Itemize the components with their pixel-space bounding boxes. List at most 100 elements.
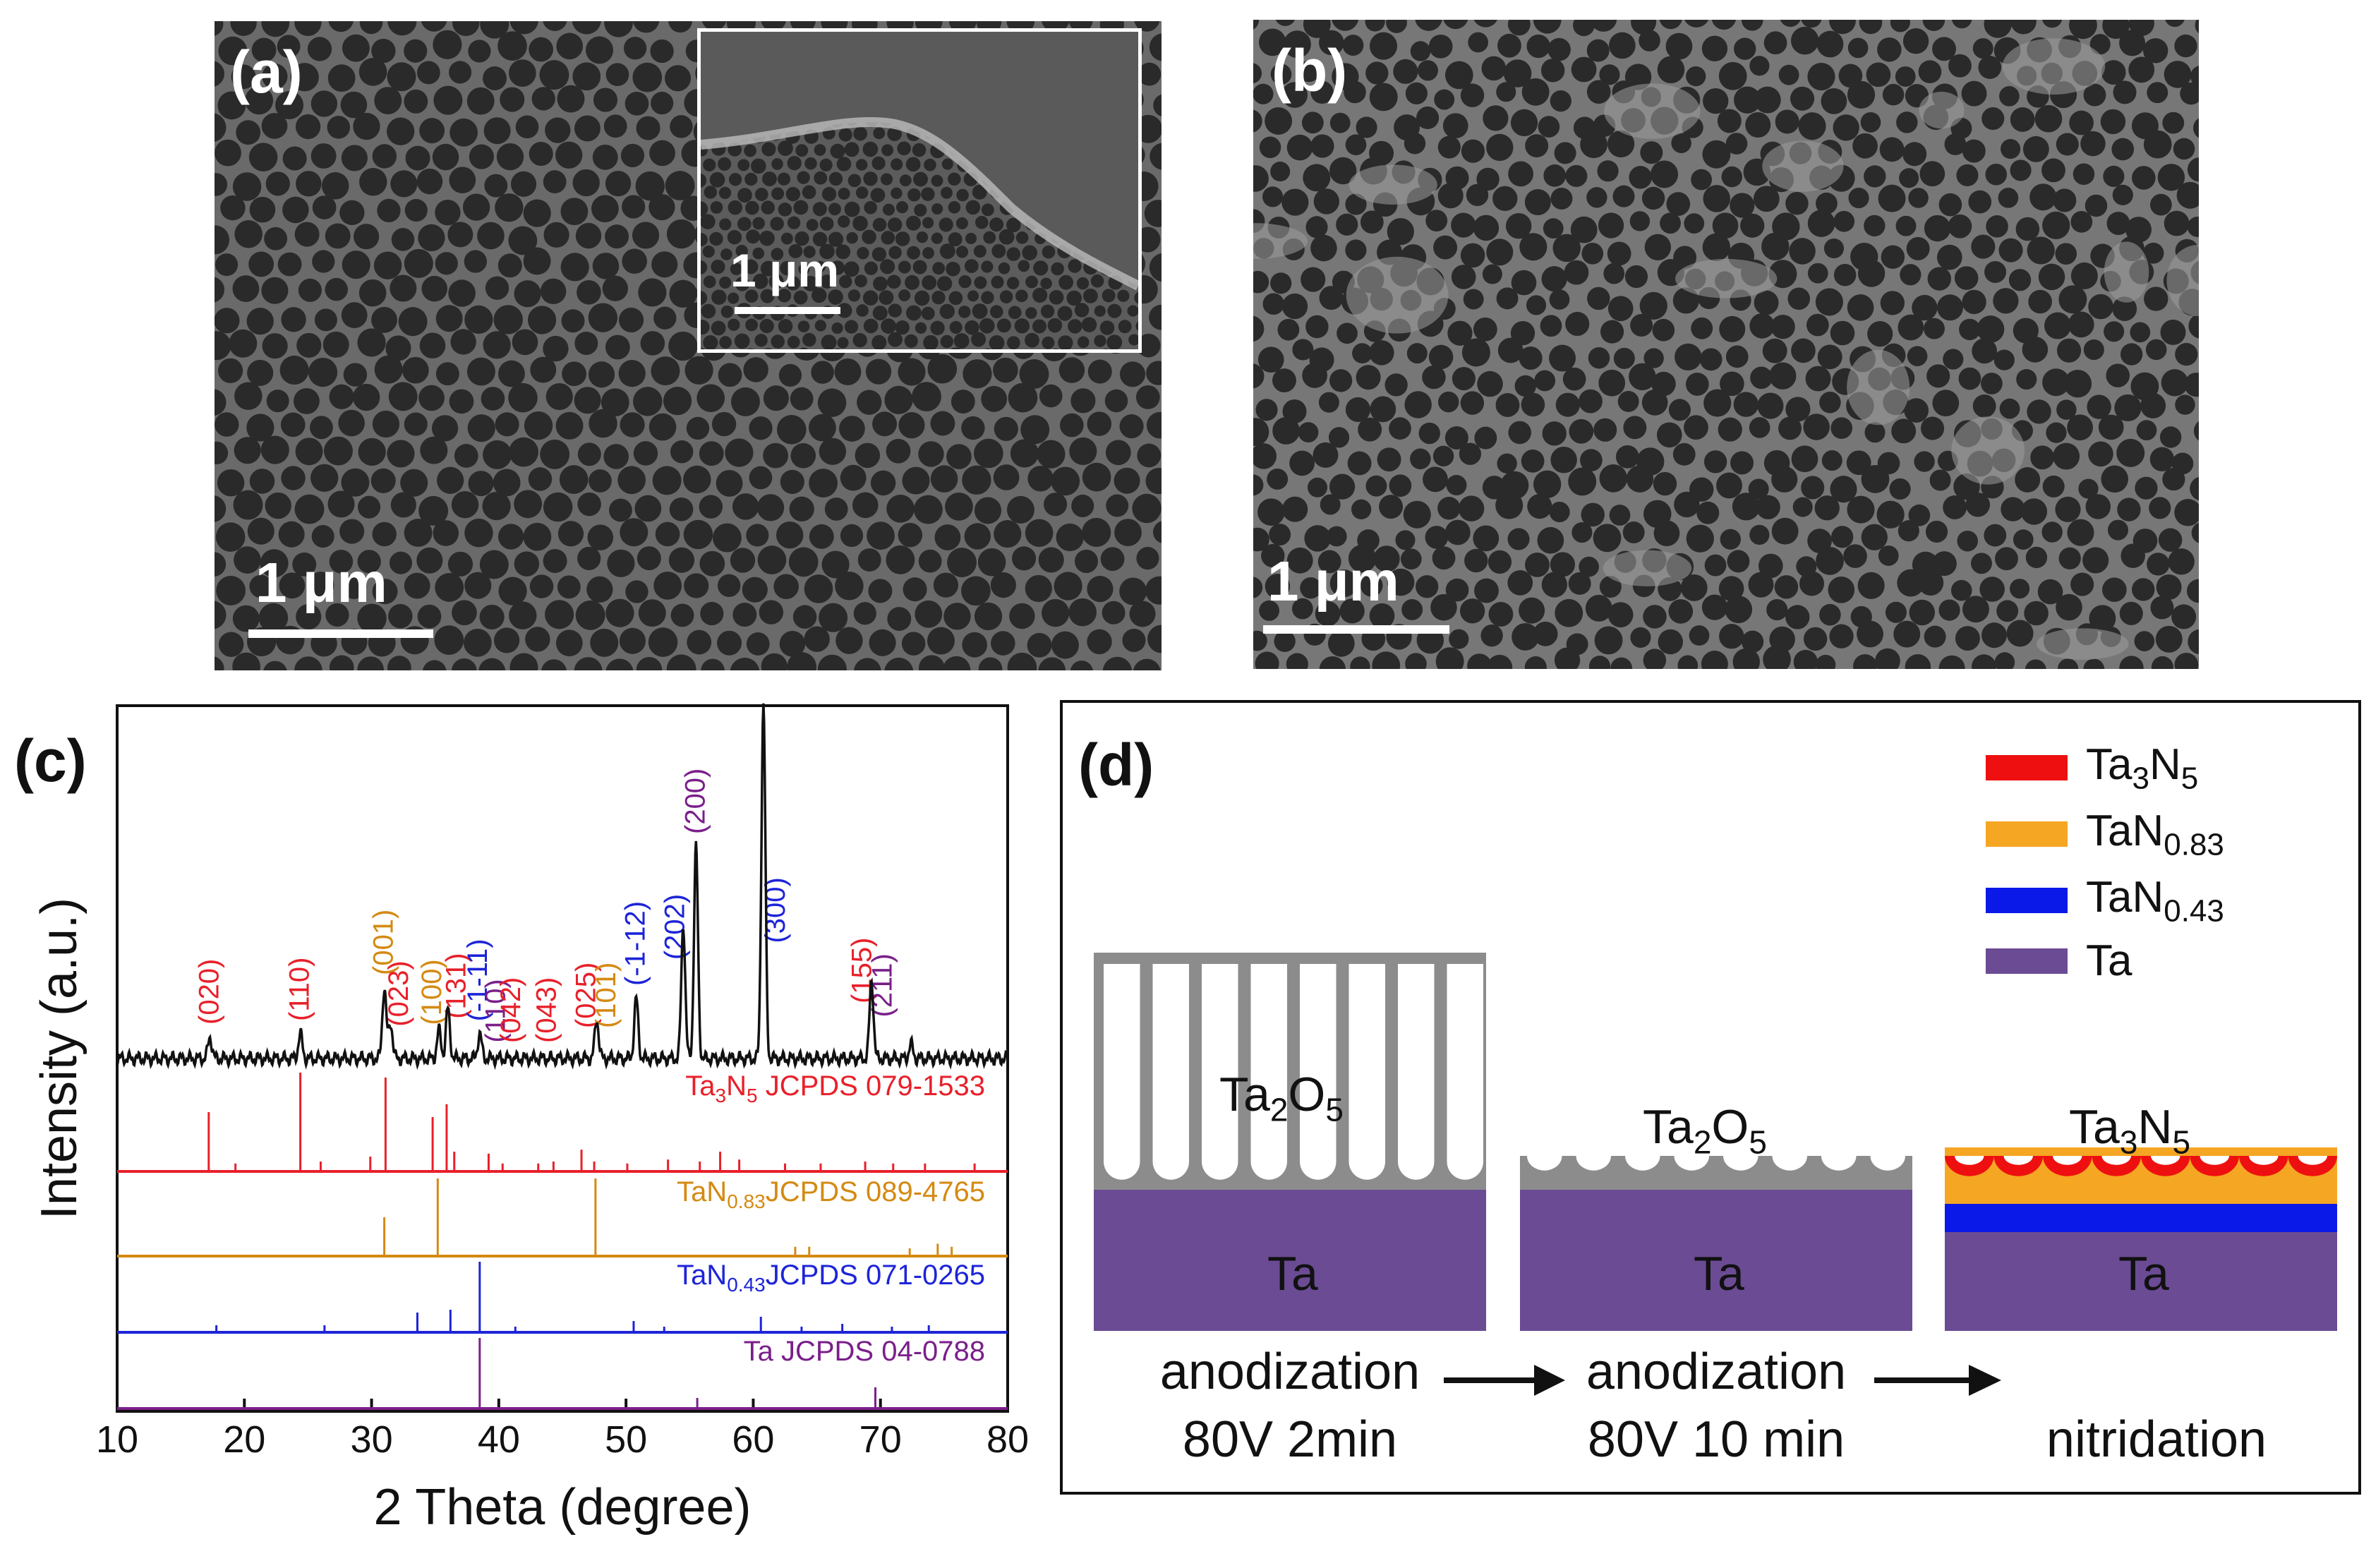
- pore: [2069, 20, 2097, 40]
- pore: [215, 253, 239, 277]
- pore: [1864, 165, 1886, 188]
- pore: [1289, 450, 1315, 476]
- pore: [1410, 41, 1431, 61]
- pore: [605, 598, 634, 627]
- pore: [341, 302, 368, 328]
- pore: [2038, 263, 2065, 291]
- pore: [2027, 399, 2051, 424]
- pore: [543, 170, 567, 193]
- pore: [1643, 649, 1667, 669]
- pore: [665, 171, 695, 200]
- pore: [1977, 315, 2005, 343]
- pore: [234, 437, 261, 464]
- pore: [215, 495, 227, 522]
- pore: [1769, 362, 1797, 390]
- pore: [589, 409, 617, 438]
- pore: [1830, 417, 1853, 439]
- pore: [1496, 287, 1519, 310]
- pore: [497, 524, 524, 550]
- y-axis-label: Intensity (a.u.): [31, 898, 88, 1219]
- pore: [886, 545, 915, 574]
- pore: [2188, 313, 2199, 339]
- pore: [1803, 627, 1828, 651]
- pore: [216, 576, 246, 605]
- ta3n5-cup: [2239, 1156, 2288, 1176]
- pore: [669, 279, 697, 308]
- pore: [1908, 188, 1929, 208]
- pore: [433, 520, 459, 546]
- pore: [898, 289, 911, 302]
- pore: [419, 118, 445, 144]
- pore: [2087, 394, 2111, 419]
- nanotube-pore: [1300, 964, 1337, 1180]
- pore: [930, 320, 945, 335]
- pore: [751, 158, 766, 174]
- pore: [943, 603, 971, 630]
- pore: [1508, 161, 1533, 187]
- nanotube-pore: [1250, 964, 1287, 1180]
- pore: [834, 358, 862, 385]
- pore: [838, 128, 852, 142]
- pore: [916, 231, 929, 243]
- pore: [2010, 159, 2032, 181]
- peak-label: (023): [383, 960, 414, 1026]
- pore: [1135, 321, 1138, 331]
- pore: [1058, 335, 1073, 349]
- pore: [1437, 391, 1459, 413]
- pore: [1019, 358, 1049, 389]
- pore: [754, 188, 768, 201]
- pore: [787, 335, 800, 349]
- pore: [1153, 94, 1162, 117]
- pore: [2024, 601, 2049, 626]
- arrow-2: [1874, 1365, 2001, 1396]
- pore: [2190, 66, 2199, 87]
- pore: [1821, 88, 1847, 114]
- pore: [1320, 494, 1341, 515]
- pore: [701, 201, 708, 217]
- pore: [1672, 442, 1696, 466]
- pore: [978, 657, 1003, 670]
- stage-3-caption: nitridation: [1973, 1406, 2340, 1473]
- pore: [701, 173, 707, 188]
- pore: [420, 436, 448, 464]
- pore: [1609, 32, 1636, 59]
- pore: [389, 551, 413, 574]
- pore: [727, 229, 742, 245]
- pore: [353, 112, 380, 140]
- pore: [1253, 418, 1269, 446]
- pore: [1540, 315, 1562, 337]
- ta3n5-cup: [2043, 1156, 2092, 1176]
- pore: [1770, 314, 1795, 339]
- pore: [746, 632, 770, 656]
- pore: [1270, 64, 1292, 85]
- pore: [1286, 547, 1313, 574]
- pore: [951, 347, 961, 349]
- pore: [788, 243, 803, 258]
- pore: [1302, 363, 1327, 388]
- pore: [215, 601, 227, 629]
- pore: [638, 599, 666, 627]
- pore: [217, 358, 243, 383]
- pore: [447, 551, 473, 577]
- pore: [543, 548, 567, 573]
- pore: [1639, 291, 1667, 320]
- pore: [372, 144, 397, 169]
- pore: [797, 171, 810, 184]
- pore: [864, 200, 877, 215]
- pore: [873, 276, 888, 291]
- pore: [353, 383, 380, 411]
- pore: [1466, 183, 1489, 207]
- peak-label: (001): [368, 910, 399, 975]
- pore: [1581, 243, 1604, 265]
- pore: [905, 215, 921, 231]
- pore: [2068, 311, 2094, 338]
- pore: [921, 187, 935, 201]
- pore: [327, 64, 356, 92]
- pore: [725, 438, 754, 467]
- pore: [387, 21, 417, 36]
- pore: [295, 114, 321, 140]
- nanotube-pore: [1349, 964, 1385, 1180]
- pore: [737, 188, 752, 203]
- pore: [981, 260, 994, 273]
- pore: [400, 469, 428, 497]
